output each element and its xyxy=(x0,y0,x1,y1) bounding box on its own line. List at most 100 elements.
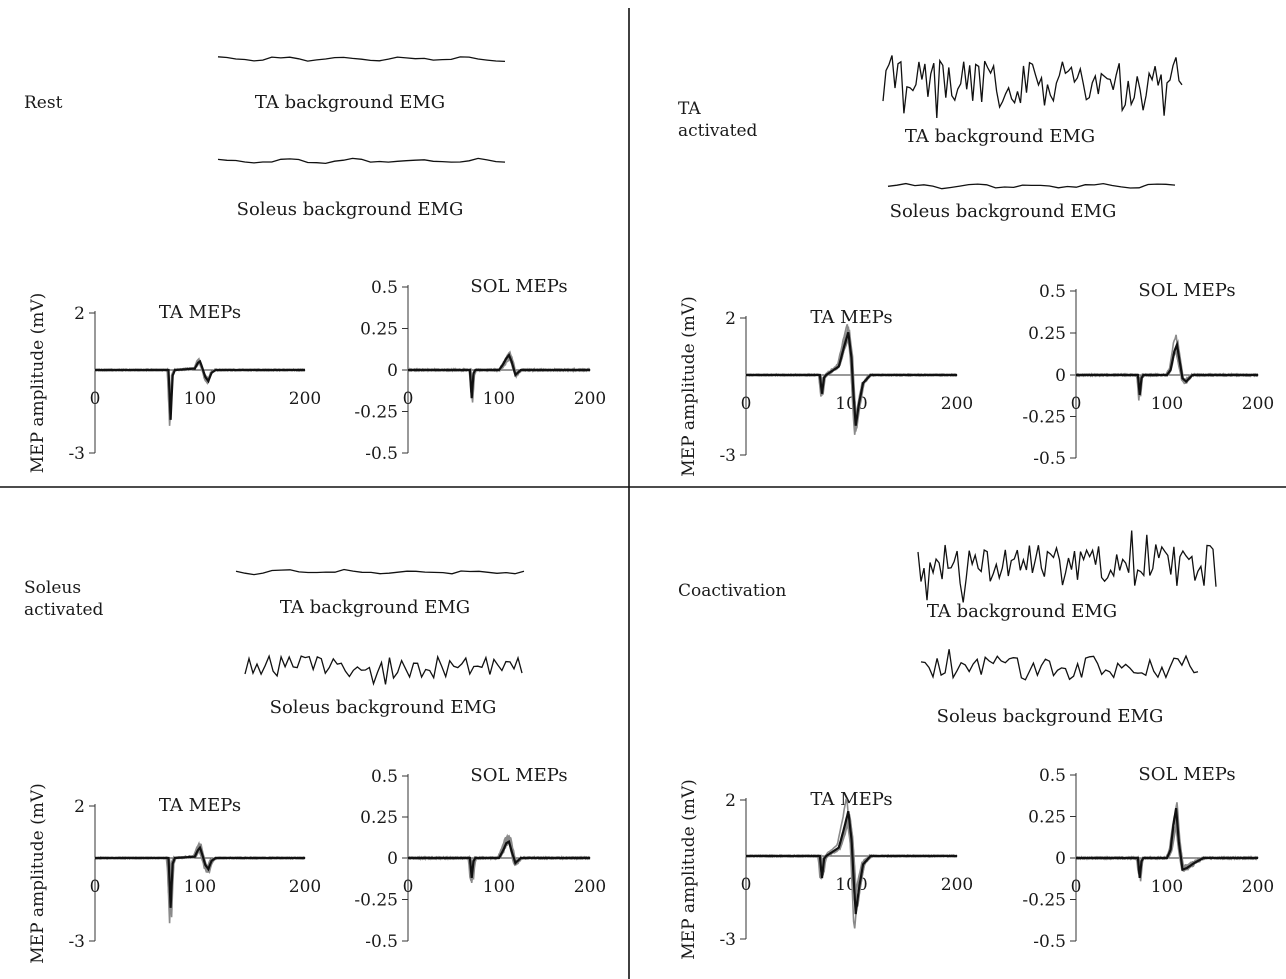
ta-background-emg-trace xyxy=(917,530,1217,603)
ta-mep-plot-ylabel: MEP amplitude (mV) xyxy=(28,783,48,963)
sol-mep-plot-ytick-label: 0 xyxy=(387,361,398,381)
ta-mep-plot-xtick-label: 100 xyxy=(184,877,216,897)
soleus-background-emg-label: Soleus background EMG xyxy=(237,199,464,220)
condition-panel: Soleus activated TA background EMG Soleus b… xyxy=(24,568,606,964)
sol-mep-plot-ytick-label: -0.5 xyxy=(1033,932,1066,952)
sol-mep-plot-ytick-label: -0.25 xyxy=(1022,891,1066,911)
ta-mep-plot-ytick-label: -3 xyxy=(719,446,736,466)
soleus-background-emg-label: Soleus background EMG xyxy=(890,201,1117,222)
ta-mep-plot-xtick-label: 0 xyxy=(741,875,752,895)
ta-mep-plot-mean-trace xyxy=(746,331,957,426)
soleus-background-emg-trace xyxy=(244,654,523,686)
sol-mep-plot-ytick-label: 0.25 xyxy=(1028,808,1066,828)
soleus-background-emg-trace xyxy=(920,649,1199,681)
sol-mep-plot-ytick-label: 0.5 xyxy=(371,767,398,787)
sol-mep-plot-trial-trace xyxy=(1075,344,1259,395)
sol-mep-plot-trial-trace xyxy=(1075,814,1259,875)
ta-mep-plot-xtick-label: 200 xyxy=(941,394,973,414)
ta-mep-plot-title: TA MEPs xyxy=(159,795,241,816)
sol-mep-plot-trial-trace xyxy=(1075,334,1259,401)
sol-mep-plot-title: SOL MEPs xyxy=(1138,764,1235,785)
sol-mep-plot-trial-trace xyxy=(1075,812,1259,874)
sol-mep-plot-ytick-label: -0.5 xyxy=(1033,449,1066,469)
sol-mep-plot-xtick-label: 100 xyxy=(1151,877,1183,897)
sol-mep-plot-ytick-label: -0.25 xyxy=(1022,408,1066,428)
condition-panel: TA activated TA background EMG Soleus backg… xyxy=(678,55,1274,477)
ta-mep-plot-xtick-label: 200 xyxy=(941,875,973,895)
ta-mep-plot-xtick-label: 200 xyxy=(289,877,321,897)
condition-label-line: activated xyxy=(678,121,758,141)
sol-mep-plot-xtick-label: 100 xyxy=(483,389,515,409)
soleus-background-emg-trace xyxy=(887,182,1176,190)
sol-mep-plot-ytick-label: -0.5 xyxy=(365,932,398,952)
ta-mep-plot-title: TA MEPs xyxy=(810,789,892,810)
sol-mep-plot-ytick-label: 0.25 xyxy=(360,808,398,828)
sol-mep-plot-xtick-label: 0 xyxy=(1071,394,1082,414)
sol-mep-plot-mean-trace xyxy=(1076,340,1258,396)
sol-mep-plot-ytick-label: -0.5 xyxy=(365,444,398,464)
sol-mep-plot-trial-trace xyxy=(407,358,591,389)
soleus-background-emg-label: Soleus background EMG xyxy=(937,706,1164,727)
sol-mep-plot-ytick-label: 0.5 xyxy=(371,278,398,298)
sol-mep-plot-trial-trace xyxy=(407,354,591,392)
sol-mep-plot-trial-trace xyxy=(1075,821,1259,871)
condition-label: Soleus activated xyxy=(24,578,104,620)
sol-mep-plot-xtick-label: 200 xyxy=(1242,394,1274,414)
sol-mep-plot-title: SOL MEPs xyxy=(1138,280,1235,301)
sol-mep-plot-trial-trace xyxy=(1075,339,1259,397)
ta-mep-plot-ylabel: MEP amplitude (mV) xyxy=(679,296,699,476)
sol-mep-plot-xtick-label: 0 xyxy=(403,877,414,897)
ta-mep-plot-ytick-label: -3 xyxy=(719,930,736,950)
sol-mep-plot-xtick-label: 200 xyxy=(574,877,606,897)
sol-mep-plot-trial-trace xyxy=(407,355,591,393)
ta-background-emg-trace xyxy=(235,568,525,576)
ta-mep-plot-mean-trace xyxy=(95,845,305,908)
sol-mep-plot-ytick-label: 0.25 xyxy=(360,320,398,340)
ta-background-emg-trace xyxy=(217,56,506,63)
ta-background-emg-label: TA background EMG xyxy=(927,601,1117,622)
condition-label: TA activated xyxy=(678,99,758,141)
sol-mep-plot-mean-trace xyxy=(408,352,590,399)
ta-mep-plot-title: TA MEPs xyxy=(159,302,241,323)
sol-mep-plot-trial-trace xyxy=(1075,823,1259,871)
soleus-background-emg-trace xyxy=(217,157,506,165)
sol-mep-plot-title: SOL MEPs xyxy=(470,765,567,786)
sol-mep-plot-ytick-label: -0.25 xyxy=(354,891,398,911)
ta-mep-plot-ytick-label: 2 xyxy=(725,791,736,811)
condition-label-line: TA xyxy=(678,99,701,119)
sol-mep-plot-mean-trace xyxy=(408,839,590,879)
ta-mep-plot-ylabel: MEP amplitude (mV) xyxy=(679,779,699,959)
sol-mep-plot-mean-trace xyxy=(1076,808,1258,879)
sol-mep-plot-xtick-label: 200 xyxy=(1242,877,1274,897)
ta-mep-plot-ylabel: MEP amplitude (mV) xyxy=(28,293,48,473)
ta-mep-plot-xtick-label: 0 xyxy=(741,394,752,414)
sol-mep-plot-ytick-label: 0 xyxy=(1055,366,1066,386)
ta-mep-plot-ytick-label: 2 xyxy=(74,304,85,324)
sol-mep-plot-title: SOL MEPs xyxy=(470,276,567,297)
ta-mep-plot-mean-trace xyxy=(95,359,305,420)
condition-label-line: activated xyxy=(24,600,104,620)
ta-background-emg-label: TA background EMG xyxy=(280,597,470,618)
ta-background-emg-label: TA background EMG xyxy=(255,92,445,113)
soleus-background-emg-label: Soleus background EMG xyxy=(270,697,497,718)
ta-mep-plot-xtick-label: 100 xyxy=(184,389,216,409)
ta-mep-plot-ytick-label: -3 xyxy=(68,444,85,464)
sol-mep-plot-xtick-label: 100 xyxy=(1151,394,1183,414)
condition-label-line: Soleus xyxy=(24,578,81,598)
condition-panel: Coactivation TA background EMG Soleus back… xyxy=(678,530,1274,960)
ta-background-emg-label: TA background EMG xyxy=(905,126,1095,147)
sol-mep-plot-trial-trace xyxy=(1075,818,1259,874)
sol-mep-plot-trial-trace xyxy=(1075,802,1259,882)
ta-mep-plot-ytick-label: 2 xyxy=(725,309,736,329)
sol-mep-plot-ytick-label: 0.25 xyxy=(1028,324,1066,344)
sol-mep-plot-xtick-label: 200 xyxy=(574,389,606,409)
ta-mep-plot-xtick-label: 0 xyxy=(90,877,101,897)
ta-background-emg-trace xyxy=(882,55,1183,119)
ta-mep-plot-xtick-label: 100 xyxy=(835,394,867,414)
sol-mep-plot-ytick-label: 0 xyxy=(387,849,398,869)
ta-mep-plot-trial-trace xyxy=(745,798,958,929)
ta-mep-plot-ytick-label: 2 xyxy=(74,797,85,817)
ta-mep-plot-mean-trace xyxy=(746,810,957,915)
sol-mep-plot-xtick-label: 100 xyxy=(483,877,515,897)
